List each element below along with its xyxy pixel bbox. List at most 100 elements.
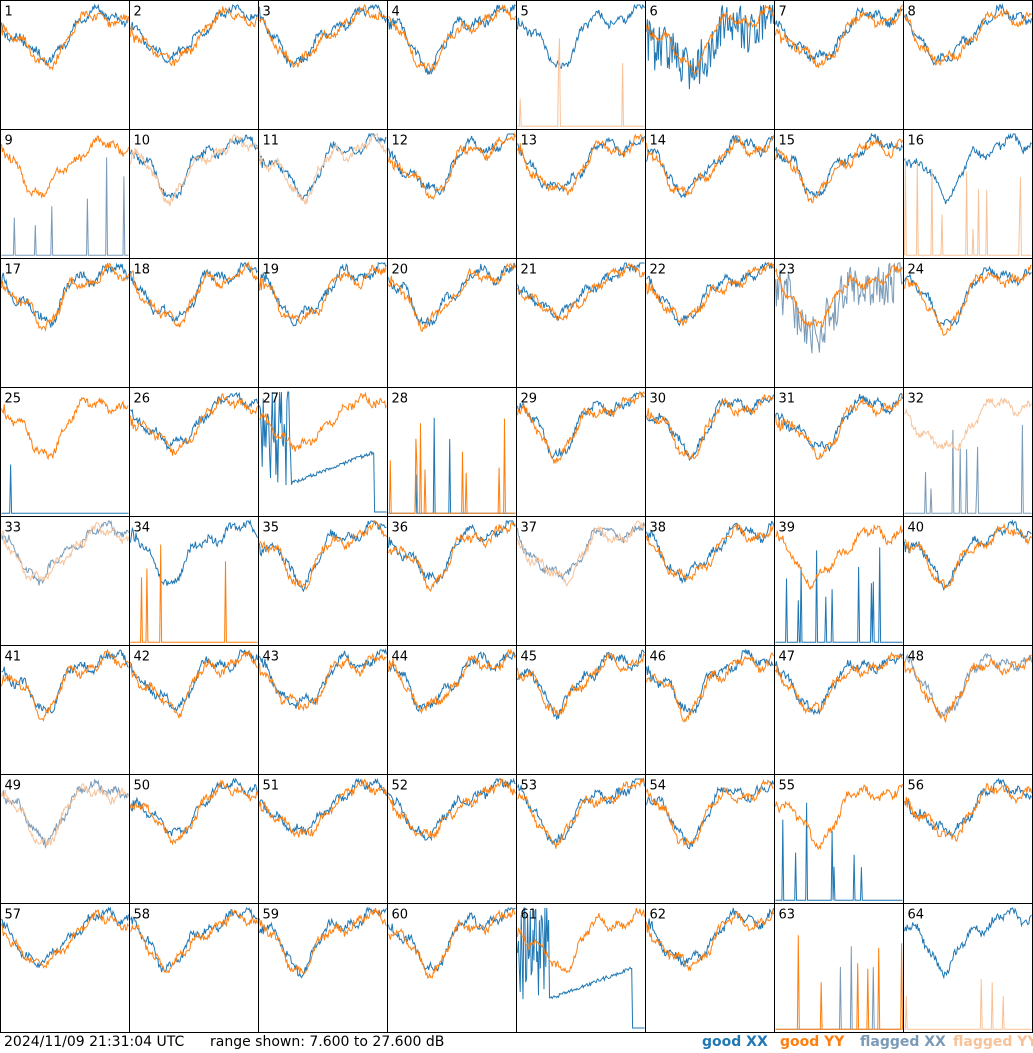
- panel-label: 34: [134, 521, 151, 536]
- panel-frame: [645, 645, 775, 775]
- panel-frame: [0, 0, 130, 130]
- panel-frame: [258, 516, 388, 646]
- series-xx-58: [130, 906, 258, 973]
- panel-label: 6: [650, 5, 658, 20]
- series-xx-14: [646, 134, 774, 199]
- panel-frame: [129, 387, 259, 517]
- panel-label: 9: [5, 134, 13, 149]
- panel-frame: [0, 129, 130, 259]
- series-xx-64: [904, 907, 1032, 980]
- panel-63: 63: [774, 903, 904, 1033]
- panel-label: 53: [521, 779, 538, 794]
- panel-frame: [0, 387, 130, 517]
- panel-16: 16: [903, 129, 1033, 259]
- panel-35: 35: [258, 516, 388, 646]
- panel-20: 20: [387, 258, 517, 388]
- range-label: range shown: 7.600 to 27.600 dB: [210, 1034, 445, 1050]
- panel-frame: [774, 516, 904, 646]
- series-yy-54: [646, 778, 774, 847]
- panel-39: 39: [774, 516, 904, 646]
- panel-label: 38: [650, 521, 667, 536]
- series-yy-3: [259, 3, 387, 69]
- panel-frame: [0, 516, 130, 646]
- series-yy-17: [1, 263, 129, 332]
- series-yy-42: [130, 649, 258, 719]
- series-xx-11: [259, 132, 387, 202]
- panel-48: 48: [903, 645, 1033, 775]
- panel-7: 7: [774, 0, 904, 130]
- series-xx-34: [130, 519, 258, 586]
- series-xx-52: [388, 777, 516, 842]
- panel-frame: [387, 258, 517, 388]
- series-xx-39: [775, 547, 903, 643]
- panel-frame: [903, 129, 1033, 259]
- panel-frame: [516, 387, 646, 517]
- panel-15: 15: [774, 129, 904, 259]
- panel-12: 12: [387, 129, 517, 259]
- series-yy-21: [517, 262, 645, 322]
- panel-label: 54: [650, 779, 667, 794]
- panel-46: 46: [645, 645, 775, 775]
- legend-flagged-yy: flagged YY: [953, 1034, 1033, 1050]
- panel-38: 38: [645, 516, 775, 646]
- panel-label: 35: [263, 521, 280, 536]
- panel-29: 29: [516, 387, 646, 517]
- panel-frame: [516, 645, 646, 775]
- panel-44: 44: [387, 645, 517, 775]
- series-xx-40: [904, 519, 1032, 592]
- panel-frame: [129, 774, 259, 904]
- panel-frame: [129, 0, 259, 130]
- panel-frame: [774, 129, 904, 259]
- series-yy-41: [1, 648, 129, 722]
- panel-frame: [516, 129, 646, 259]
- panel-label: 27: [263, 392, 280, 407]
- panel-frame: [258, 0, 388, 130]
- panel-label: 47: [779, 650, 796, 665]
- series-xx-5: [517, 3, 645, 70]
- series-xx-8: [904, 3, 1032, 66]
- panel-label: 30: [650, 392, 667, 407]
- panel-14: 14: [645, 129, 775, 259]
- panel-label: 64: [908, 908, 925, 923]
- panel-frame: [516, 258, 646, 388]
- panel-frame: [903, 0, 1033, 130]
- panel-frame: [258, 645, 388, 775]
- panel-label: 28: [392, 392, 409, 407]
- series-yy-45: [517, 652, 645, 717]
- panel-41: 41: [0, 645, 130, 775]
- panel-label: 50: [134, 779, 151, 794]
- panel-label: 52: [392, 779, 409, 794]
- series-yy-18: [130, 261, 258, 328]
- series-yy-59: [259, 907, 387, 975]
- panel-frame: [258, 258, 388, 388]
- panel-label: 33: [5, 521, 22, 536]
- panel-18: 18: [129, 258, 259, 388]
- panel-24: 24: [903, 258, 1033, 388]
- series-xx-23: [775, 262, 903, 354]
- series-yy-62: [646, 909, 774, 972]
- series-yy-60: [388, 908, 516, 979]
- panel-label: 8: [908, 5, 916, 20]
- panel-frame: [903, 774, 1033, 904]
- series-xx-17: [1, 262, 129, 328]
- panel-frame: [0, 258, 130, 388]
- panel-label: 29: [521, 392, 538, 407]
- series-yy-16: [904, 157, 1032, 256]
- panel-label: 48: [908, 650, 925, 665]
- panel-label: 1: [5, 5, 13, 20]
- panel-frame: [387, 903, 517, 1033]
- panel-label: 7: [779, 5, 787, 20]
- series-yy-52: [388, 777, 516, 840]
- series-xx-45: [517, 649, 645, 720]
- panel-label: 20: [392, 263, 409, 278]
- series-yy-57: [1, 909, 129, 969]
- panel-label: 63: [779, 908, 796, 923]
- panel-50: 50: [129, 774, 259, 904]
- series-yy-61: [517, 907, 645, 974]
- panel-62: 62: [645, 903, 775, 1033]
- legend-good-yy: good YY: [780, 1034, 845, 1050]
- panel-frame: [774, 645, 904, 775]
- series-yy-36: [388, 521, 516, 593]
- series-xx-21: [517, 262, 645, 322]
- panel-8: 8: [903, 0, 1033, 130]
